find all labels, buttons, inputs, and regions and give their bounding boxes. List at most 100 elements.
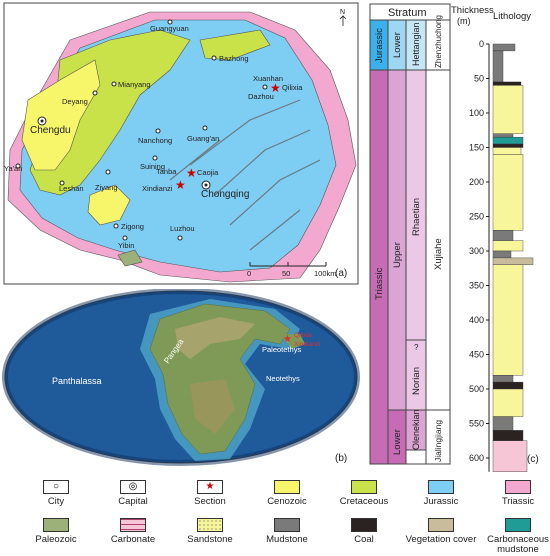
lithology-layer <box>492 43 516 52</box>
city-guangyuan: Guangyuan <box>150 24 189 33</box>
stage-norian: Norian <box>411 367 422 395</box>
lithology-layer <box>492 136 524 145</box>
panel-label-b: (b) <box>335 453 347 464</box>
legend-label-coal: Coal <box>354 534 374 545</box>
star-icon: ★ <box>270 81 281 95</box>
series-lower-triassic: Lower <box>392 429 403 455</box>
star-icon: ★ <box>175 178 186 192</box>
capital-chongqing: Chongqing <box>201 189 249 200</box>
depth-tick: 400 <box>469 315 484 325</box>
legend-swatch-section: ★ <box>197 480 223 494</box>
legend-label-mudstone: Mudstone <box>266 534 308 545</box>
panel-b-globe: Panthalassa Paleotethys Neotethys Pangea… <box>2 289 360 466</box>
lithology-layer <box>492 143 524 148</box>
city-nanchong: Nanchong <box>138 136 172 145</box>
lithology-layer <box>492 416 514 431</box>
stratum-title: Stratum <box>388 7 427 19</box>
lithology-layer <box>492 381 524 390</box>
capital-markers: Chengdu Chongqing <box>30 116 249 200</box>
depth-tick: 100 <box>469 108 484 118</box>
thickness-unit: (m) <box>457 16 471 26</box>
depth-tick: 0 <box>479 39 484 49</box>
lithology-layer <box>492 264 524 376</box>
depth-tick: 200 <box>469 177 484 187</box>
legend-label-carbmud: Carbonaceous mudstone <box>487 534 549 555</box>
city-deyang: Deyang <box>62 97 88 106</box>
legend: ○ City ◎ Capital ★ Section Cenozoic Cretaceous J… <box>0 474 550 556</box>
section-caojia: Caojia <box>197 168 219 177</box>
legend-swatch-paleozoic <box>43 518 69 532</box>
section-qilixia: Qilixia <box>282 83 303 92</box>
depth-tick: 500 <box>469 384 484 394</box>
legend-swatch-capital: ◎ <box>120 480 146 494</box>
legend-label-section: Section <box>194 496 226 507</box>
paleozoic-area <box>117 249 143 267</box>
ocean-paleotethys: Paleotethys <box>262 345 301 354</box>
series-lower-jurassic: Lower <box>392 32 403 58</box>
city-mianyang: Mianyang <box>118 80 151 89</box>
section-xindianzi: Xindianzi <box>142 184 173 193</box>
cenozoic-area <box>21 59 101 171</box>
lithology-layer <box>492 430 524 441</box>
fm-zhenzhuchong: Zhenzhuchong <box>434 15 443 68</box>
legend-swatch-city: ○ <box>43 480 69 494</box>
lithology-layer <box>492 81 522 86</box>
legend-label-vegetation: Vegetation cover <box>405 534 477 545</box>
north-arrow: N <box>340 9 345 16</box>
system-jurassic: Jurassic <box>374 28 385 63</box>
lithology-layer <box>492 50 504 83</box>
legend-label-paleozoic: Paleozoic <box>35 534 77 545</box>
lithology-column <box>492 43 534 472</box>
legend-swatch-carbonate <box>120 518 146 532</box>
legend-swatch-cenozoic <box>274 480 300 494</box>
city-zigong: Zigong <box>121 222 144 231</box>
legend-swatch-cretaceous <box>351 480 377 494</box>
depth-axis: 0 50 100 150 200 250 300 350 400 450 500 550 600 <box>469 39 490 472</box>
svg-text:100km: 100km <box>314 269 337 278</box>
panel-label-a: (a) <box>335 268 347 279</box>
capital-chengdu: Chengdu <box>30 125 71 136</box>
lithology-layer <box>492 240 524 252</box>
city-yibin: Yibin <box>118 241 134 250</box>
legend-swatch-jurassic <box>428 480 454 494</box>
legend-label-triassic: Triassic <box>501 496 535 507</box>
lithology-layer <box>492 230 514 241</box>
panel-label-c: (c) <box>527 454 539 465</box>
depth-tick: 250 <box>469 212 484 222</box>
city-bazhong: Bazhong <box>219 54 249 63</box>
cenozoic-area-2 <box>87 184 131 226</box>
lithology-layer <box>492 147 522 155</box>
depth-tick: 300 <box>469 246 484 256</box>
stage-rhaetian: Rhaetian <box>411 198 422 236</box>
depth-tick: 150 <box>469 143 484 153</box>
svg-text:0: 0 <box>247 269 251 278</box>
stage-olenekian: Olenekian <box>411 409 421 450</box>
lithology-layer <box>492 133 514 138</box>
lithology-layer <box>492 154 524 231</box>
lithology-layer <box>492 250 512 259</box>
city-ziyang: Ziyang <box>95 183 118 192</box>
city-dazhou: Dazhou <box>248 92 274 101</box>
legend-label-cenozoic: Cenozoic <box>267 496 307 507</box>
depth-tick: 550 <box>469 419 484 429</box>
stage-question: ? <box>414 343 419 352</box>
legend-swatch-vegetation <box>428 518 454 532</box>
legend-label-city: City <box>47 496 65 507</box>
city-suining: Suining <box>140 162 165 171</box>
star-icon: ★ <box>283 334 292 345</box>
lithology-title: Lithology <box>493 11 531 22</box>
cretaceous-area-2 <box>199 29 271 61</box>
thickness-title: Thickness <box>451 5 494 16</box>
section-markers: ★ Qilixia ★ Xindianzi ★ Caojia <box>142 81 303 193</box>
city-tanba: Tanba <box>156 167 177 176</box>
city-yaan: Ya'an <box>4 164 22 173</box>
legend-label-carbonate: Carbonate <box>110 534 156 545</box>
lithology-layer <box>492 388 524 417</box>
city-luzhou: Luzhou <box>170 224 195 233</box>
legend-label-sandstone: Sandstone <box>187 534 233 545</box>
lithology-layer <box>492 375 514 383</box>
system-triassic: Triassic <box>374 267 385 300</box>
series-upper: Upper <box>392 242 403 268</box>
city-xuanhan: Xuanhan <box>253 74 283 83</box>
lithology-layer <box>492 257 534 265</box>
